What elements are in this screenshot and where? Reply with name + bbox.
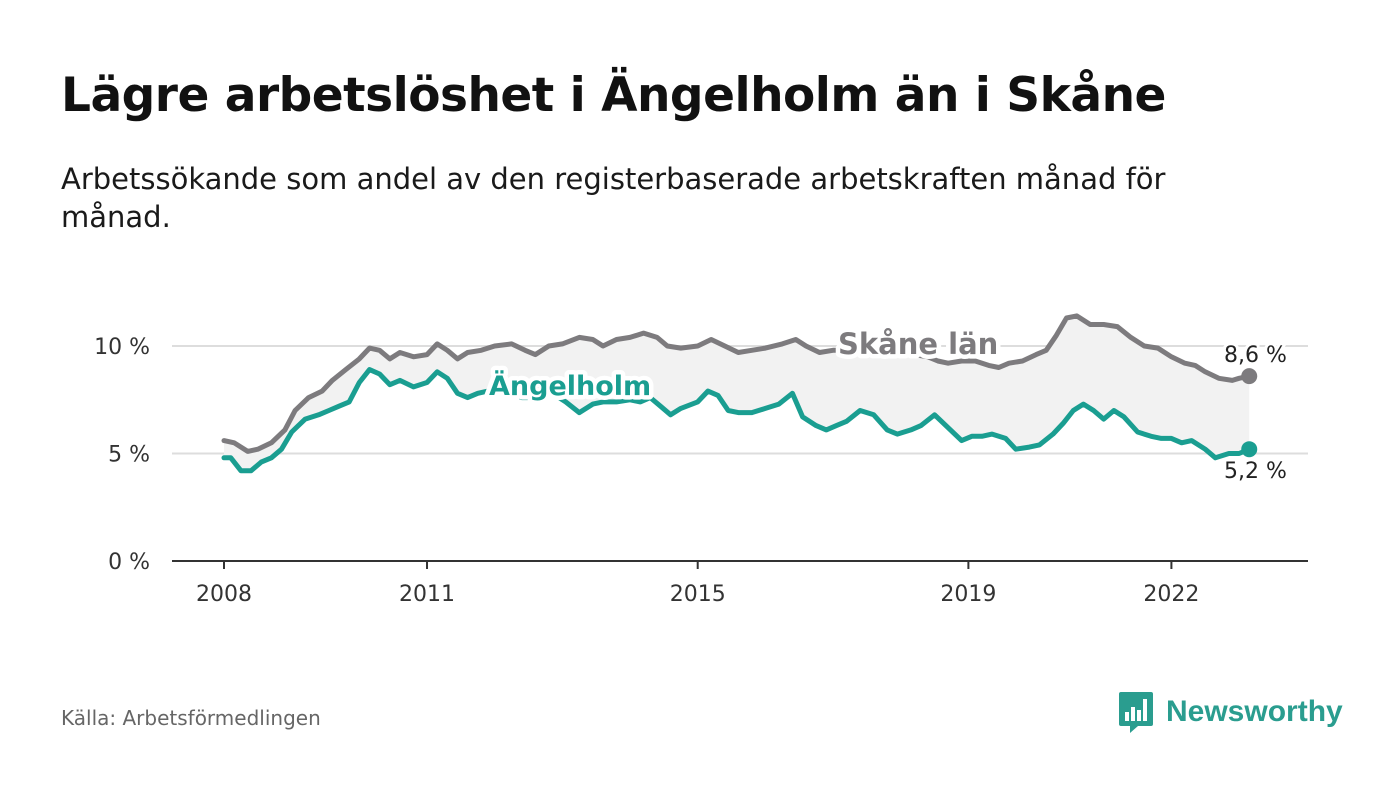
brand-logo[interactable]: Newsworthy — [1118, 690, 1343, 734]
series-label-angelholm: Ängelholm — [489, 370, 651, 402]
newsworthy-logo-icon — [1119, 692, 1153, 733]
x-tick-label: 2011 — [399, 582, 455, 607]
chart-title: Lägre arbetslöshet i Ängelholm än i Skån… — [61, 68, 1166, 123]
end-points — [1241, 368, 1258, 458]
series-lines — [221, 313, 1252, 474]
x-tick-label: 2015 — [670, 582, 726, 607]
end-label-skane: 8,6 % — [1224, 343, 1287, 368]
x-tick-label: 2008 — [196, 582, 252, 607]
x-tick-label: 2019 — [940, 582, 996, 607]
series-line-angelholm — [221, 367, 1252, 474]
end-label-angelholm: 5,2 % — [1224, 459, 1287, 484]
axes: 0 % 5 % 10 % 2008 2011 2015 2019 2022 — [94, 335, 1308, 607]
brand-name: Newsworthy — [1166, 695, 1343, 728]
gap-band — [224, 315, 1250, 471]
series-line-skane — [221, 313, 1252, 454]
chart-subtitle: Arbetssökande som andel av den registerb… — [61, 162, 1166, 234]
end-dot-angelholm — [1241, 441, 1258, 458]
y-tick-label: 0 % — [108, 550, 150, 575]
y-tick-label: 10 % — [94, 335, 150, 360]
source-note: Källa: Arbetsförmedlingen — [61, 706, 321, 730]
series-labels: Skåne län Ängelholm 8,6 % 5,2 % — [485, 323, 1290, 488]
series-label-skane: Skåne län — [838, 327, 998, 361]
end-dot-skane — [1241, 368, 1258, 385]
x-tick-label: 2022 — [1143, 582, 1199, 607]
y-tick-label: 5 % — [108, 443, 150, 468]
